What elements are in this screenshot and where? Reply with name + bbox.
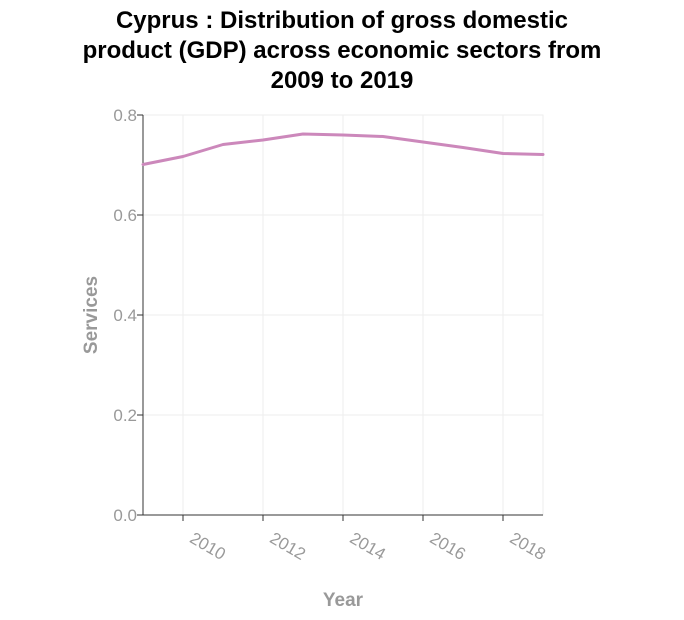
y-tick-label: 0.4	[113, 306, 137, 325]
y-tick-label: 0.0	[113, 506, 137, 525]
y-axis-label: Services	[81, 276, 102, 354]
x-tick-label: 2012	[267, 529, 309, 564]
x-tick-label: 2010	[187, 529, 229, 564]
x-tick-label: 2018	[507, 529, 549, 564]
axes: 0.0 0.2 0.4 0.6 0.8 2010 2012 2014 2016 2018	[113, 106, 549, 564]
series	[141, 132, 545, 166]
series-line-services	[141, 132, 545, 166]
y-tick-label: 0.6	[113, 206, 137, 225]
x-tick-label: 2016	[427, 529, 469, 564]
grid	[142, 114, 544, 516]
y-tick-label: 0.8	[113, 106, 137, 125]
y-tick-label: 0.2	[113, 406, 137, 425]
chart-title: Cyprus : Distribution of gross domestic …	[82, 7, 602, 94]
x-tick-label: 2014	[347, 529, 389, 564]
x-axis-label: Year	[323, 590, 364, 611]
